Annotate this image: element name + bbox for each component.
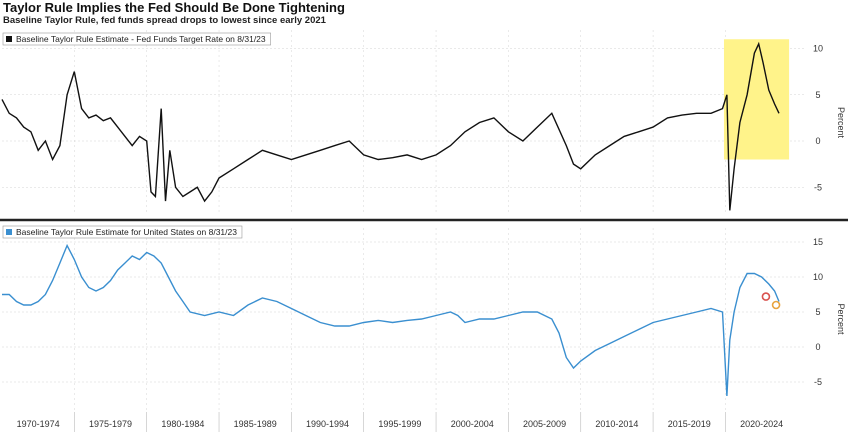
bottom-panel-grid [2, 228, 805, 410]
chart-subtitle: Baseline Taylor Rule, fed funds spread d… [3, 15, 326, 26]
data-marker [761, 292, 771, 301]
spread-line [1, 41, 780, 211]
x-tick-label: 1995-1999 [378, 419, 421, 429]
top-panel-y-ticks: 10 5 0 -5 [813, 44, 823, 193]
top-panel-y-label: Percent [836, 107, 846, 139]
y-tick-label: 15 [813, 237, 823, 247]
top-panel-grid [2, 30, 805, 215]
y-tick-label: 0 [815, 136, 820, 146]
highlight-region [723, 39, 790, 160]
top-legend-box [2, 32, 271, 46]
y-tick-label: 10 [813, 44, 823, 54]
x-tick-label: 2005-2009 [523, 419, 566, 429]
y-tick-label: -5 [814, 182, 822, 192]
x-tick-label: 1985-1989 [234, 419, 277, 429]
top-panel: 10 5 0 -5 Percent Baseline Taylor Rule Esti… [1, 30, 846, 215]
x-axis-ticks: 1970-1974 1975-1979 1980-1984 1985-1989 1990… [17, 412, 783, 432]
bottom-panel-markers [761, 292, 781, 310]
estimate-line [2, 243, 780, 397]
data-marker [771, 300, 781, 310]
bottom-legend-swatch [6, 229, 12, 235]
bottom-panel: 15 10 5 0 -5 Percent Baseline Taylor Rule Es… [2, 225, 846, 432]
bottom-panel-y-label: Percent [836, 303, 846, 335]
y-tick-label: -5 [814, 377, 822, 387]
top-legend-swatch [6, 36, 12, 42]
x-tick-label: 1980-1984 [161, 419, 204, 429]
x-tick-label: 2020-2024 [740, 419, 783, 429]
y-tick-label: 5 [815, 307, 820, 317]
bottom-panel-y-ticks: 15 10 5 0 -5 [813, 237, 823, 387]
y-tick-label: 5 [815, 90, 820, 100]
top-panel-legend: Baseline Taylor Rule Estimate - Fed Fund… [2, 32, 271, 46]
x-tick-label: 2015-2019 [668, 419, 711, 429]
x-tick-label: 2000-2004 [451, 419, 494, 429]
y-tick-label: 0 [815, 342, 820, 352]
chart-title: Taylor Rule Implies the Fed Should Be Do… [3, 0, 345, 15]
top-legend-label: Baseline Taylor Rule Estimate - Fed Fund… [16, 34, 266, 44]
y-tick-label: 10 [813, 272, 823, 282]
bottom-legend-box [2, 225, 243, 239]
bottom-panel-legend: Baseline Taylor Rule Estimate for United… [2, 225, 243, 239]
bottom-legend-label: Baseline Taylor Rule Estimate for United… [16, 227, 237, 237]
x-tick-label: 1970-1974 [17, 419, 60, 429]
x-tick-label: 1990-1994 [306, 419, 349, 429]
x-tick-label: 1975-1979 [89, 419, 132, 429]
x-tick-label: 2010-2014 [595, 419, 638, 429]
